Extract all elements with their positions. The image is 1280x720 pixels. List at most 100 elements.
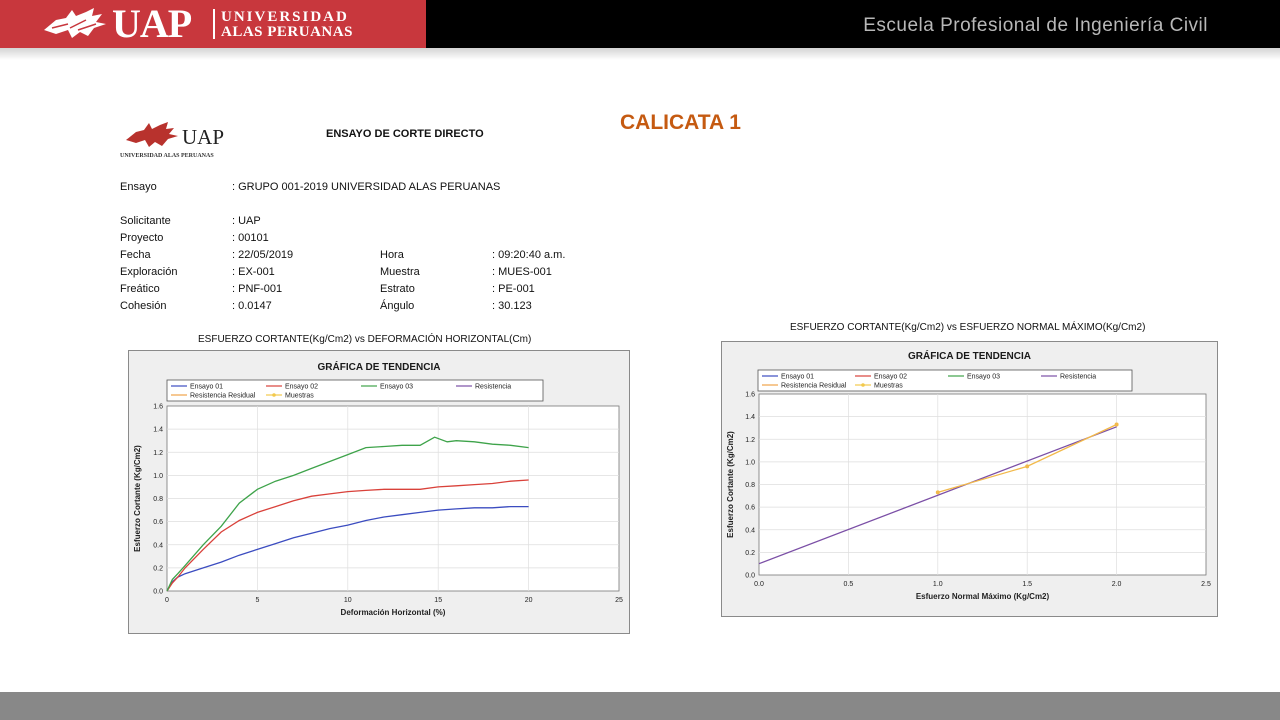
brand-name-line1: UNIVERSIDAD [221, 9, 349, 25]
header-shadow [0, 48, 1280, 60]
field-value-cohesion: : 0.0147 [232, 300, 272, 312]
chart2-y-tick: 0.4 [745, 527, 755, 534]
eagle-emblem-icon [44, 8, 106, 38]
chart1-legend-label-ensayo-02: Ensayo 02 [285, 384, 318, 391]
field-value-ensayo: : GRUPO 001-2019 UNIVERSIDAD ALAS PERUAN… [232, 181, 501, 193]
chart1-legend-label-muestras: Muestras [285, 393, 314, 400]
chart2-title: GRÁFICA DE TENDENCIA [908, 349, 1031, 362]
chart2-y-tick: 0.8 [745, 482, 755, 489]
field-value-angulo: : 30.123 [492, 300, 532, 312]
eagle-logo-icon [126, 122, 178, 147]
chart1-x-tick: 5 [255, 597, 259, 604]
header-school-bar: Escuela Profesional de Ingeniería Civil [426, 0, 1280, 48]
chart1-legend-label-ensayo-03: Ensayo 03 [380, 384, 413, 391]
field-label-exploracion: Exploración [120, 266, 178, 278]
field-label-proyecto: Proyecto [120, 232, 164, 244]
chart1-title: GRÁFICA DE TENDENCIA [318, 360, 441, 373]
brand-separator [213, 9, 215, 39]
chart2-series-resistencia [758, 426, 1117, 565]
report-logo-subtext: UNIVERSIDAD ALAS PERUANAS [120, 153, 214, 159]
chart1-y-tick: 0.2 [153, 565, 163, 572]
chart1-series-ensayo-03 [166, 436, 529, 592]
field-label-cohesion: Cohesión [120, 300, 167, 312]
chart2-x-tick: 0.0 [754, 581, 764, 588]
chart1-y-tick: 0.0 [153, 589, 163, 596]
chart2-y-tick: 1.2 [745, 437, 755, 444]
chart2-x-tick: 2.5 [1201, 581, 1211, 588]
chart2-caption: ESFUERZO CORTANTE(Kg/Cm2) vs ESFUERZO NO… [790, 322, 1146, 333]
chart2-point-muestras [1114, 422, 1119, 427]
chart2-legend-label-ensayo-01: Ensayo 01 [781, 374, 814, 381]
chart2-x-tick: 2.0 [1112, 581, 1122, 588]
chart2-y-tick: 0.6 [745, 505, 755, 512]
chart1-y-tick: 1.4 [153, 427, 163, 434]
chart2-legend [757, 369, 1133, 392]
report-logo: UAP UNIVERSIDAD ALAS PERUANAS [120, 118, 240, 164]
field-value-muestra: : MUES-001 [492, 266, 552, 278]
chart2-legend-label-resistencia: Resistencia [1060, 374, 1096, 381]
chart1-legend-label-resistencia: Resistencia [475, 384, 511, 391]
chart1-series-ensayo-01 [166, 505, 529, 592]
chart1-y-tick: 0.4 [153, 542, 163, 549]
field-label-hora: Hora [380, 249, 404, 261]
chart1-caption: ESFUERZO CORTANTE(Kg/Cm2) vs DEFORMACIÓN… [198, 334, 532, 345]
field-label-freatico: Freático [120, 283, 160, 295]
chart2-y-tick: 1.6 [745, 392, 755, 399]
chart2-svg: GRÁFICA DE TENDENCIA Ensayo 01 Ensayo 02 En… [726, 349, 1211, 601]
field-label-solicitante: Solicitante [120, 215, 171, 227]
field-label-angulo: Ángulo [380, 300, 415, 312]
field-value-exploracion: : EX-001 [232, 266, 275, 278]
report-title: ENSAYO DE CORTE DIRECTO [326, 128, 484, 140]
chart2-x-axis-label: Esfuerzo Normal Máximo (Kg/Cm2) [916, 592, 1050, 601]
chart1-series-ensayo-02 [166, 479, 529, 592]
chart1-legend [166, 379, 544, 402]
school-name: Escuela Profesional de Ingeniería Civil [863, 15, 1208, 36]
field-label-muestra: Muestra [380, 266, 420, 278]
chart1-y-tick: 1.2 [153, 450, 163, 457]
chart1-x-axis-label: Deformación Horizontal (%) [341, 608, 446, 617]
chart2-legend-label-ensayo-02: Ensayo 02 [874, 374, 907, 381]
chart1-y-tick: 1.6 [153, 404, 163, 411]
chart2-x-tick: 1.5 [1022, 581, 1032, 588]
chart2-y-axis-label: Esfuerzo Cortante (Kg/Cm2) [726, 431, 735, 538]
footer-bar [0, 692, 1280, 720]
field-label-ensayo: Ensayo [120, 181, 157, 193]
chart1-x-tick: 25 [615, 597, 623, 604]
chart2-y-tick: 1.4 [745, 414, 755, 421]
chart2-legend-label-muestras: Muestras [874, 383, 903, 390]
chart2-legend-marker-muestras [861, 383, 865, 387]
chart2-point-muestras [935, 490, 940, 495]
chart2-y-tick: 0.2 [745, 550, 755, 557]
chart1-legend-label-ensayo-01: Ensayo 01 [190, 384, 223, 391]
chart1-x-tick: 0 [165, 597, 169, 604]
chart2-legend-label-resistencia-residual: Resistencia Residual [781, 383, 847, 390]
field-label-fecha: Fecha [120, 249, 151, 261]
chart-esfuerzo-normal: GRÁFICA DE TENDENCIA Ensayo 01 Ensayo 02 En… [721, 341, 1218, 617]
chart2-x-tick: 1.0 [933, 581, 943, 588]
chart1-x-tick: 15 [434, 597, 442, 604]
chart-deformacion: GRÁFICA DE TENDENCIA Ensayo 01 Ensayo 02 En… [128, 350, 630, 634]
brand-name-line2: ALAS PERUANAS [221, 24, 353, 40]
chart2-point-muestras [1025, 464, 1030, 469]
chart1-x-tick: 20 [525, 597, 533, 604]
chart1-y-axis-label: Esfuerzo Cortante (Kg/Cm2) [133, 445, 142, 552]
field-value-estrato: : PE-001 [492, 283, 535, 295]
chart1-svg: GRÁFICA DE TENDENCIA Ensayo 01 Ensayo 02 En… [133, 360, 623, 617]
field-value-hora: : 09:20:40 a.m. [492, 249, 566, 261]
chart1-legend-marker-muestras [272, 393, 276, 397]
slide-title: CALICATA 1 [620, 111, 741, 134]
chart2-x-tick: 0.5 [844, 581, 854, 588]
brand-logo-text: UAP [112, 1, 192, 46]
chart1-y-tick: 0.8 [153, 496, 163, 503]
field-value-fecha: : 22/05/2019 [232, 249, 294, 261]
field-value-freatico: : PNF-001 [232, 283, 283, 295]
chart1-x-tick: 10 [344, 597, 352, 604]
chart1-legend-label-resistencia-residual: Resistencia Residual [190, 393, 256, 400]
header-brand-bar: UAP UNIVERSIDAD ALAS PERUANAS [0, 0, 426, 48]
chart2-y-tick: 0.0 [745, 573, 755, 580]
field-value-solicitante: : UAP [232, 215, 261, 227]
chart1-y-tick: 0.6 [153, 519, 163, 526]
field-label-estrato: Estrato [380, 283, 415, 295]
chart2-legend-label-ensayo-03: Ensayo 03 [967, 374, 1000, 381]
